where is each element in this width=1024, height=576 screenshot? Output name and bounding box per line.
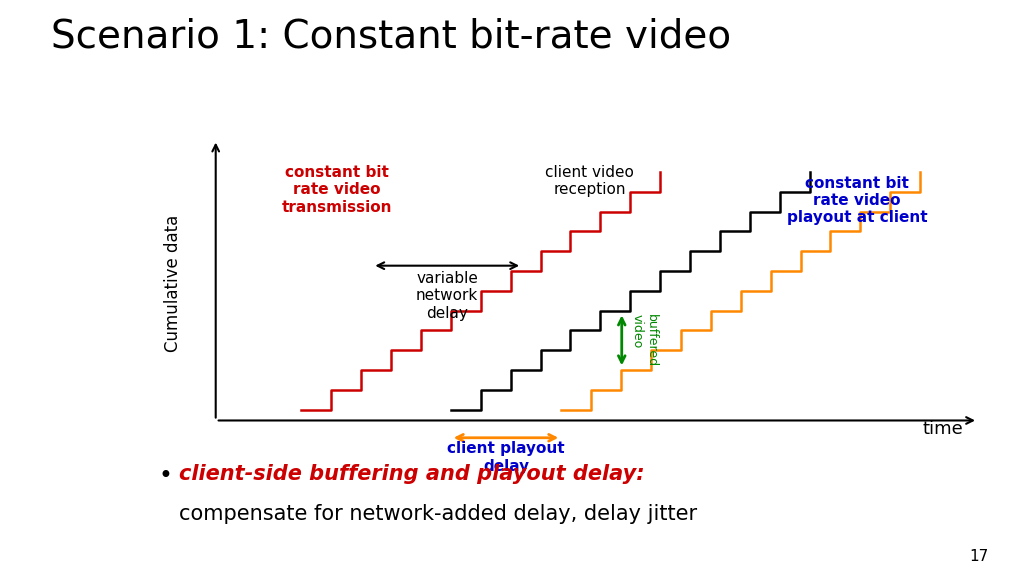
Text: constant bit
rate video
playout at client: constant bit rate video playout at clien… [786,176,927,225]
Text: buffered
video: buffered video [631,314,658,367]
Text: client video
reception: client video reception [545,165,634,198]
Text: 17: 17 [969,550,988,564]
Text: client-side buffering and playout delay:: client-side buffering and playout delay: [179,464,645,484]
Text: compensate for network-added delay, delay jitter: compensate for network-added delay, dela… [179,504,697,524]
Text: •: • [159,464,173,488]
Text: Cumulative data: Cumulative data [164,215,182,353]
Text: constant bit
rate video
transmission: constant bit rate video transmission [282,165,392,215]
Text: variable
network
delay: variable network delay [416,271,478,321]
Text: Scenario 1: Constant bit-rate video: Scenario 1: Constant bit-rate video [51,17,731,55]
Text: time: time [923,420,964,438]
Text: client playout
delay: client playout delay [447,441,565,473]
